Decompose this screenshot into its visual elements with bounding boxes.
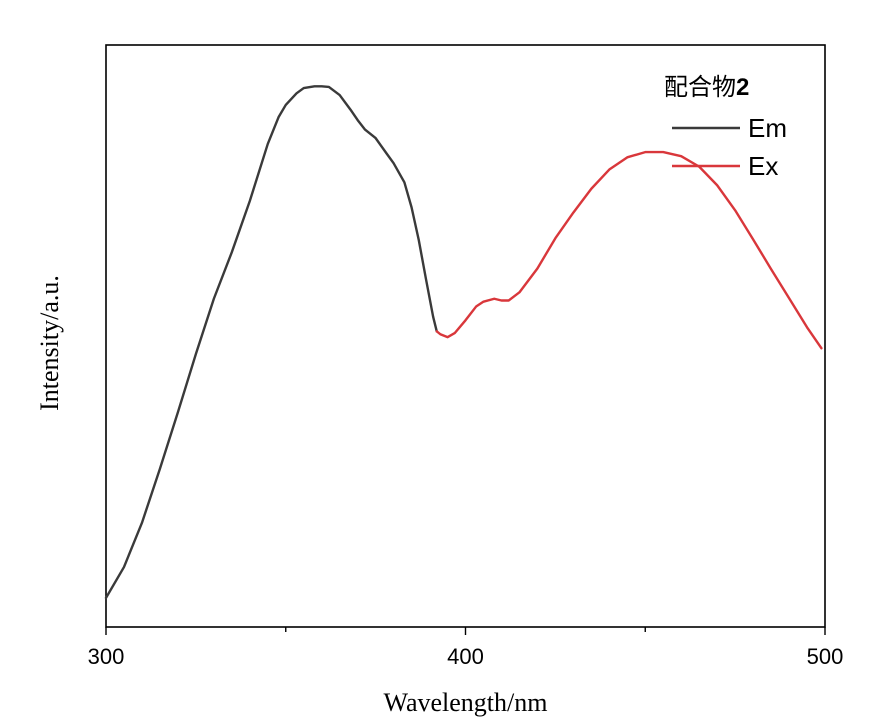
series-line-ex [435, 150, 823, 350]
x-tick-label: 300 [88, 644, 125, 669]
x-tick-label: 400 [447, 644, 484, 669]
x-tick-label: 500 [807, 644, 844, 669]
x-ticks [105, 627, 826, 635]
y-axis-label: Intensity/a.u. [35, 275, 64, 411]
legend-title-text: 配合物 [664, 73, 736, 101]
legend-ex-label: Ex [748, 151, 778, 181]
x-axis-label: Wavelength/nm [384, 688, 548, 717]
plot-frame [105, 44, 826, 628]
x-tick-labels: 300 400 500 [88, 644, 844, 669]
legend: 配合物2 Em Ex [664, 73, 787, 181]
legend-em-label: Em [748, 113, 787, 143]
series-layer [104, 85, 823, 600]
legend-title: 配合物2 [664, 73, 749, 101]
series-line-em [104, 85, 438, 600]
legend-title-number: 2 [736, 74, 749, 101]
